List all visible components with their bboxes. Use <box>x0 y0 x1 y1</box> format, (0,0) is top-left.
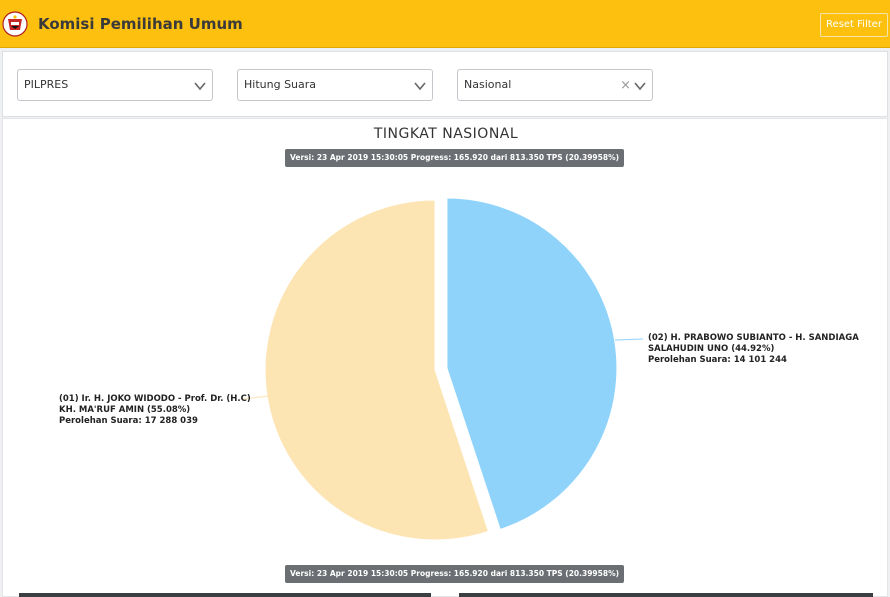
election-type-value: PILPRES <box>24 78 69 91</box>
chart-card: TINGKAT NASIONAL Versi: 23 Apr 2019 15:3… <box>2 118 888 597</box>
chevron-down-icon <box>414 82 426 91</box>
leader-line-01 <box>242 395 270 400</box>
slice-label-01-line1: (01) Ir. H. JOKO WIDODO - Prof. Dr. (H.C… <box>59 394 251 404</box>
region-select[interactable]: Nasional × <box>457 69 653 101</box>
region-value: Nasional <box>464 78 512 91</box>
chevron-down-icon <box>634 82 646 91</box>
clear-icon[interactable]: × <box>620 78 631 93</box>
results-table-header-left <box>19 593 431 597</box>
count-mode-value: Hitung Suara <box>244 78 317 91</box>
pie-chart <box>242 197 644 541</box>
chevron-down-icon <box>194 82 206 91</box>
results-table-header-right <box>459 593 873 597</box>
top-bar: Komisi Pemilihan Umum Reset Filter <box>0 0 890 48</box>
chart-title: TINGKAT NASIONAL <box>373 126 519 142</box>
election-type-select[interactable]: PILPRES <box>17 69 213 101</box>
slice-label-02-line3: Perolehan Suara: 14 101 244 <box>648 355 787 365</box>
slice-label-02-line2: SALAHUDIN UNO (44.92%) <box>648 344 775 354</box>
pie-slice-02[interactable] <box>446 197 618 531</box>
version-badge-bottom: Versi: 23 Apr 2019 15:30:05 Progress: 16… <box>285 565 625 583</box>
slice-label-02: (02) H. PRABOWO SUBIANTO - H. SANDIAGA S… <box>648 333 859 366</box>
kpu-logo-icon <box>2 11 28 37</box>
reset-filter-button[interactable]: Reset Filter <box>820 13 888 37</box>
slice-label-02-line1: (02) H. PRABOWO SUBIANTO - H. SANDIAGA <box>648 333 859 343</box>
pie-slice-01[interactable] <box>264 199 490 541</box>
slice-label-01-line2: KH. MA'RUF AMIN (55.08%) <box>59 405 191 415</box>
count-mode-select[interactable]: Hitung Suara <box>237 69 433 101</box>
filter-panel: PILPRES Hitung Suara Nasional × <box>2 51 888 117</box>
version-badge: Versi: 23 Apr 2019 15:30:05 Progress: 16… <box>285 149 625 167</box>
slice-label-01: (01) Ir. H. JOKO WIDODO - Prof. Dr. (H.C… <box>59 394 251 427</box>
app-title: Komisi Pemilihan Umum <box>38 15 243 33</box>
leader-line-02 <box>614 338 644 341</box>
slice-label-01-line3: Perolehan Suara: 17 288 039 <box>59 416 198 426</box>
